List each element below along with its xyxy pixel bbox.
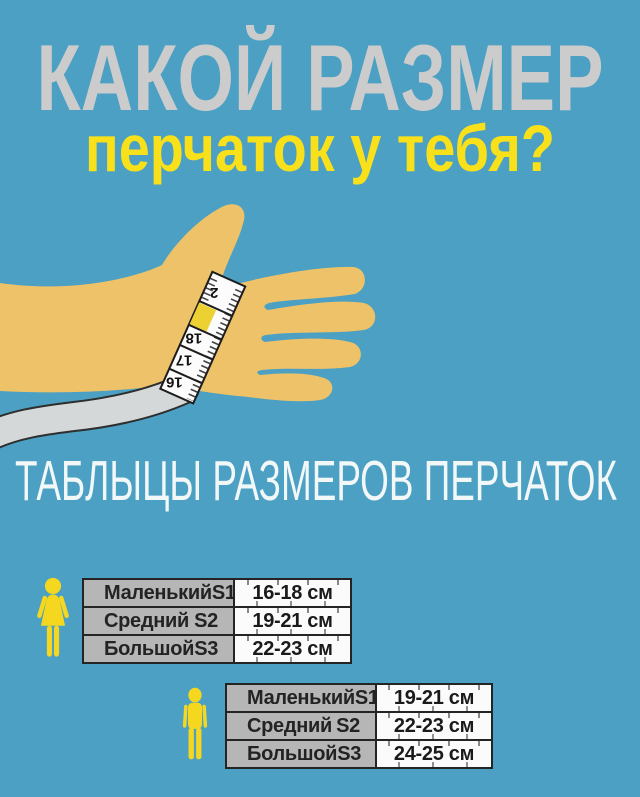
page-subtitle: перчаток у тебя? — [85, 111, 555, 185]
table-row: Средний S2 22-23 см — [227, 713, 491, 741]
hand-shape — [0, 204, 376, 402]
tape-highlight-segment — [189, 302, 217, 332]
hand-illustration: 2 18 17 16 — [0, 204, 376, 449]
tape-number: 16 — [166, 373, 183, 390]
tape-number: 18 — [186, 330, 203, 347]
table-row: Маленький S1 19-21 см — [227, 685, 491, 713]
size-code: S1 — [354, 686, 379, 709]
page-title: КАКОЙ РАЗМЕР — [37, 24, 604, 130]
table-row: Большой S3 24-25 см — [227, 741, 491, 767]
tape-number: 17 — [176, 351, 193, 368]
size-label: Средний — [104, 609, 190, 632]
section-header: ТАБЛЫЦЫ РАЗМЕРОВ ПЕРЧАТОК — [15, 449, 617, 513]
measuring-tape: 2 18 17 16 — [158, 270, 247, 405]
size-code: S3 — [194, 637, 219, 660]
size-range-cell: 22-23 см — [377, 713, 491, 739]
table-row: Маленький S1 16-18 см — [84, 580, 350, 608]
section-title: ТАБЛЫЦЫ РАЗМЕРОВ ПЕРЧАТОК — [15, 449, 617, 513]
size-name-cell: Большой S3 — [84, 636, 235, 662]
size-name-cell: Средний S2 — [227, 713, 377, 739]
size-label: Маленький — [247, 686, 355, 709]
size-code: S3 — [337, 742, 362, 765]
size-label: Средний — [247, 714, 333, 737]
table-row: Большой S3 22-23 см — [84, 636, 350, 662]
tape-ribbon — [0, 373, 200, 449]
size-range-cell: 19-21 см — [235, 608, 350, 634]
size-name-cell: Маленький S1 — [227, 685, 379, 711]
size-code: S2 — [194, 609, 218, 632]
man-icon — [182, 687, 208, 760]
size-name-cell: Маленький S1 — [84, 580, 236, 606]
size-label: Маленький — [104, 581, 212, 604]
table-row: Средний S2 19-21 см — [84, 608, 350, 636]
size-range-cell: 16-18 см — [235, 580, 350, 606]
women-size-table: Маленький S1 16-18 см Средний S2 19-21 с… — [82, 578, 352, 664]
size-range-cell: 19-21 см — [377, 685, 491, 711]
size-range-cell: 24-25 см — [377, 741, 491, 767]
woman-icon — [37, 577, 69, 657]
size-label: Большой — [104, 637, 195, 660]
size-name-cell: Средний S2 — [84, 608, 235, 634]
tape-number: 2 — [210, 284, 218, 301]
size-range-cell: 22-23 см — [235, 636, 350, 662]
header-block: КАКОЙ РАЗМЕР перчаток у тебя? — [37, 24, 604, 185]
size-name-cell: Большой S3 — [227, 741, 377, 767]
size-code: S1 — [211, 581, 236, 604]
men-size-table: Маленький S1 19-21 см Средний S2 22-23 с… — [225, 683, 493, 769]
size-label: Большой — [247, 742, 338, 765]
size-code: S2 — [336, 714, 360, 737]
